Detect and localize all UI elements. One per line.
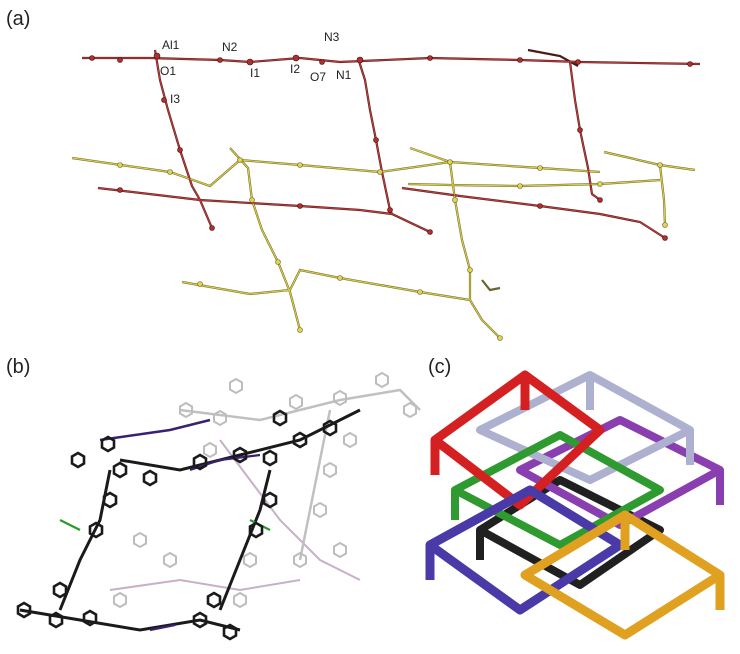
dark-molecule-layer: [16, 408, 361, 641]
atom-label-n3: N3: [324, 30, 340, 44]
net-orange: [520, 510, 725, 640]
net-red: [430, 370, 605, 510]
atom-label-n2: N2: [222, 40, 238, 54]
atom-label-i1: I1: [250, 66, 261, 80]
atom-label-n1: N1: [336, 68, 352, 82]
net-blue: [425, 485, 625, 615]
panel-label-b: (b): [6, 356, 31, 378]
atom-label-o7: O7: [310, 70, 327, 84]
atom-label-o1: O1: [160, 64, 177, 78]
net-green: [451, 431, 664, 549]
panel-label-a: (a): [6, 8, 31, 30]
yellow-atoms: [117, 157, 668, 341]
atom-label-i2: I2: [290, 62, 301, 76]
atom-label-al1: Al1: [162, 38, 180, 52]
atom-label-i3: I3: [170, 92, 181, 106]
red-atoms: [89, 52, 693, 241]
panel-label-c: (c): [428, 356, 452, 378]
light-molecule-layer: [109, 372, 421, 608]
